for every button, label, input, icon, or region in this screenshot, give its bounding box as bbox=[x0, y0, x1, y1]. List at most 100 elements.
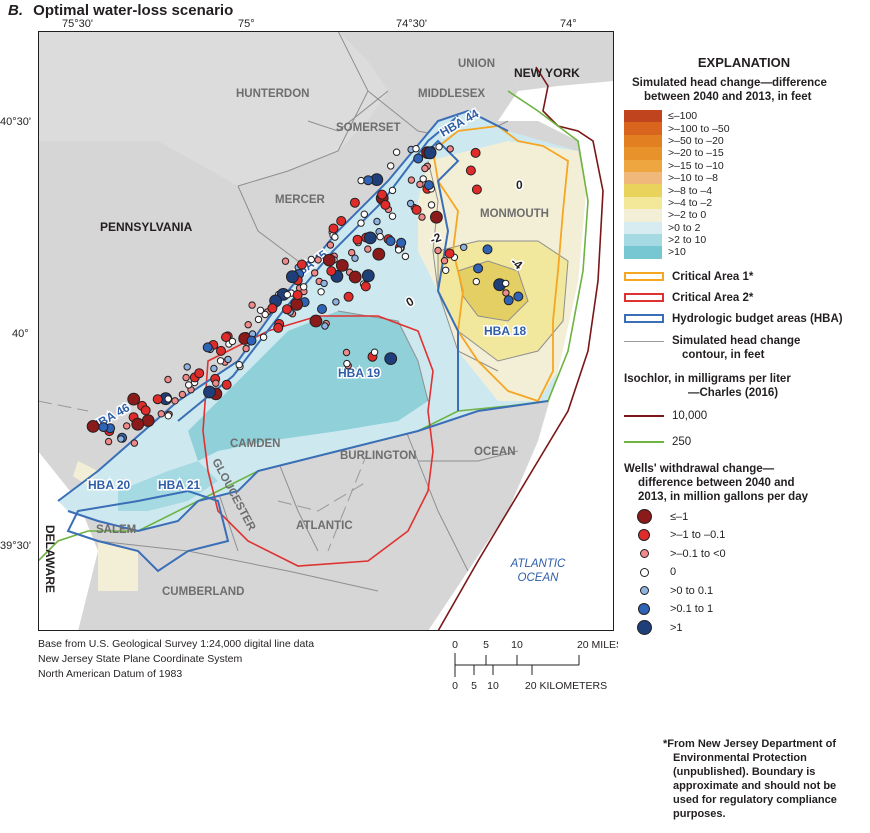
well-marker bbox=[127, 392, 141, 406]
head-change-swatch bbox=[624, 221, 662, 234]
well-marker bbox=[387, 162, 395, 170]
well-marker bbox=[364, 245, 372, 253]
well-marker bbox=[235, 361, 243, 369]
well-marker bbox=[314, 256, 322, 264]
label-middlesex: MIDDLESEX bbox=[418, 88, 485, 100]
well-marker bbox=[513, 291, 524, 302]
label-hba20: HBA 20 bbox=[88, 478, 131, 492]
well-symbol bbox=[639, 567, 649, 577]
well-marker bbox=[385, 236, 396, 247]
label-burlington: BURLINGTON bbox=[340, 450, 416, 462]
well-marker bbox=[384, 352, 398, 366]
well-marker bbox=[164, 395, 172, 403]
well-marker bbox=[326, 241, 335, 249]
well-marker bbox=[360, 210, 368, 218]
well-marker bbox=[248, 301, 256, 309]
well-marker bbox=[361, 269, 375, 283]
withdrawal-class-label: >1 bbox=[670, 621, 683, 634]
head-change-class: >–100 to –50 bbox=[624, 122, 864, 135]
withdrawal-class: >0.1 to 1 bbox=[624, 600, 864, 619]
well-marker bbox=[183, 363, 191, 371]
legend-isochlor-10000: 10,000 bbox=[624, 410, 864, 422]
well-marker bbox=[360, 281, 371, 292]
legend-critical-2: Critical Area 2* bbox=[624, 292, 864, 304]
withdrawal-class-label: >–1 to –0.1 bbox=[670, 529, 726, 542]
head-change-class-label: >–20 to –15 bbox=[668, 147, 724, 160]
scale-km-20: 20 KILOMETERS bbox=[525, 680, 607, 692]
map-panel: UNION HUNTERDON MIDDLESEX SOMERSET MERCE… bbox=[37, 30, 614, 632]
label-atlantic-ocean: ATLANTIC bbox=[510, 558, 566, 570]
well-marker bbox=[380, 199, 391, 210]
well-marker bbox=[406, 199, 415, 208]
head-change-class-label: >–8 to –4 bbox=[668, 184, 713, 197]
well-marker bbox=[435, 143, 443, 151]
well-marker bbox=[203, 385, 216, 399]
label-monmouth: MONMOUTH bbox=[480, 208, 549, 220]
well-marker bbox=[328, 223, 339, 234]
well-marker bbox=[185, 381, 193, 389]
head-change-class: >2 to 10 bbox=[624, 233, 864, 247]
well-marker bbox=[131, 417, 145, 431]
well-marker bbox=[322, 253, 336, 267]
well-marker bbox=[221, 332, 231, 343]
head-change-class-label: >10 bbox=[668, 246, 686, 259]
hba-swatch bbox=[624, 314, 664, 324]
footnote: *From New Jersey Department of Environme… bbox=[663, 737, 868, 821]
well-symbol bbox=[638, 529, 650, 542]
well-marker bbox=[292, 290, 303, 300]
map-credits: Base from U.S. Geological Survey 1:24,00… bbox=[38, 637, 314, 682]
well-marker bbox=[178, 390, 187, 399]
head-change-class: >–2 to 0 bbox=[624, 209, 864, 222]
credit-line-3: North American Datum of 1983 bbox=[38, 668, 183, 680]
well-marker bbox=[427, 201, 436, 209]
head-change-class-label: >2 to 10 bbox=[668, 234, 707, 247]
well-marker bbox=[440, 257, 449, 265]
well-marker bbox=[363, 231, 377, 245]
head-change-class-label: >–100 to –50 bbox=[668, 122, 730, 135]
coord-top-3: 74°30' bbox=[396, 18, 427, 30]
withdrawal-class: 0 bbox=[624, 563, 864, 582]
well-marker bbox=[377, 189, 388, 200]
well-marker bbox=[503, 295, 514, 306]
head-change-class: >–4 to –2 bbox=[624, 196, 864, 210]
well-marker bbox=[104, 437, 113, 446]
contour-swatch bbox=[624, 340, 664, 342]
withdrawal-class-label: 0 bbox=[670, 566, 677, 579]
well-symbol bbox=[638, 603, 650, 616]
well-marker bbox=[123, 422, 131, 430]
coord-left-2: 40° bbox=[12, 328, 29, 340]
well-marker bbox=[311, 269, 319, 277]
coord-top-4: 74° bbox=[560, 18, 577, 30]
well-marker bbox=[396, 237, 407, 248]
withdrawal-title-3: 2013, in million gallons per day bbox=[638, 490, 808, 503]
isochlor-10000 bbox=[437, 66, 604, 632]
well-marker bbox=[256, 306, 265, 314]
label-hba19: HBA 19 bbox=[338, 366, 381, 380]
head-change-class: >0 to 2 bbox=[624, 221, 864, 234]
legend-hba: Hydrologic budget areas (HBA) bbox=[624, 313, 864, 325]
head-change-swatch bbox=[624, 196, 662, 210]
head-change-class: >–15 to –10 bbox=[624, 159, 864, 172]
well-marker bbox=[342, 348, 351, 357]
figure-letter: B. bbox=[8, 2, 23, 19]
well-symbol bbox=[636, 509, 652, 525]
well-marker bbox=[216, 345, 226, 356]
head-change-swatch bbox=[624, 184, 662, 197]
well-marker bbox=[254, 315, 263, 324]
contour-label-2: contour, in feet bbox=[682, 348, 765, 361]
well-marker bbox=[194, 368, 205, 379]
label-mercer: MERCER bbox=[275, 194, 326, 206]
well-marker bbox=[130, 439, 139, 447]
well-marker bbox=[242, 344, 250, 353]
label-camden: CAMDEN bbox=[230, 438, 280, 450]
isochlor-title-1: Isochlor, in milligrams per liter bbox=[624, 372, 791, 385]
well-marker bbox=[471, 184, 482, 195]
well-marker bbox=[259, 333, 268, 341]
label-new-york: NEW YORK bbox=[514, 66, 580, 80]
well-marker bbox=[171, 397, 179, 405]
well-marker bbox=[164, 375, 172, 384]
label-pennsylvania: PENNSYLVANIA bbox=[100, 220, 193, 234]
well-marker bbox=[320, 279, 328, 288]
well-marker bbox=[300, 283, 308, 291]
label-hba21: HBA 21 bbox=[158, 478, 201, 492]
